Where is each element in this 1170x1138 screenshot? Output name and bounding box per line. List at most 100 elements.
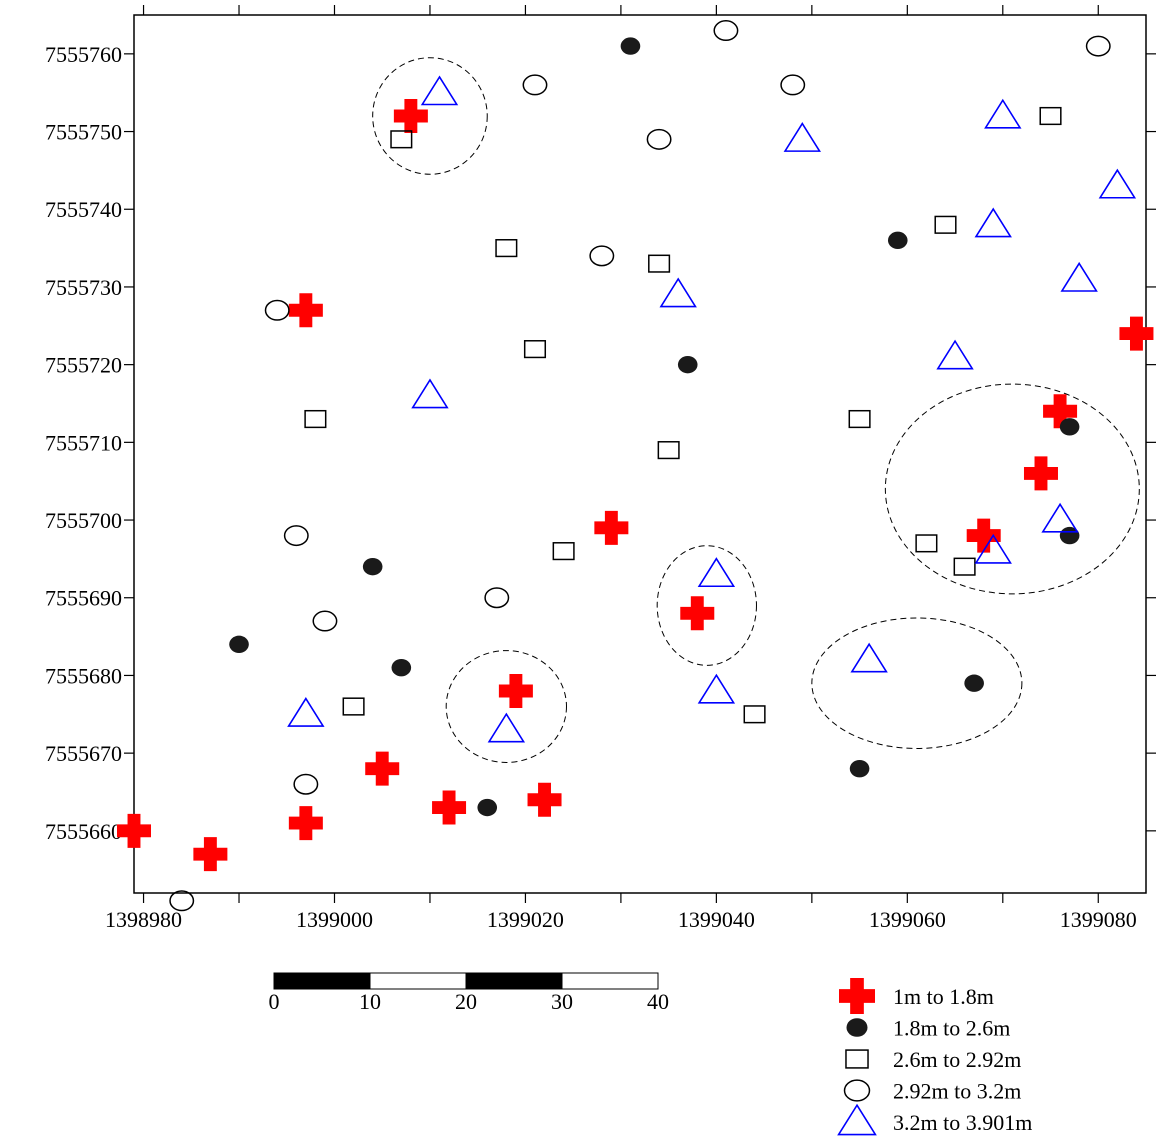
legend-marker-cross — [839, 978, 875, 1014]
data-point-circle — [169, 890, 195, 912]
data-point-triangle — [1098, 168, 1137, 199]
data-point-cross — [680, 596, 715, 631]
data-point-filled-circle — [1059, 418, 1080, 436]
legend: 1m to 1.8m 1.8m to 2.6m 2.6m to 2.92m 2.92m… — [837, 978, 1032, 1136]
data-point-square — [657, 441, 680, 460]
data-point-triangle — [420, 75, 459, 106]
x-tick-label: 1399000 — [296, 907, 373, 932]
y-tick-label: 7555660 — [45, 819, 122, 844]
y-tick-label: 7555750 — [45, 120, 122, 145]
data-point-triangle — [697, 673, 736, 704]
data-point-cross — [1043, 394, 1078, 429]
scale-bar-segment — [561, 972, 659, 990]
data-point-triangle — [936, 339, 974, 370]
x-tick-label: 1399020 — [487, 907, 564, 932]
cluster-ellipse — [811, 617, 1023, 749]
y-tick-label: 7555680 — [45, 663, 122, 688]
scale-bar-label: 20 — [455, 989, 477, 1014]
data-points — [117, 20, 1154, 912]
y-tick-label: 7555720 — [45, 353, 122, 378]
data-point-cross — [527, 782, 562, 817]
cluster-ellipses — [372, 57, 1140, 763]
data-point-cross — [966, 518, 1001, 553]
legend-marker-circle — [843, 1079, 871, 1102]
scale-bar-segment — [465, 972, 563, 990]
data-point-triangle — [697, 557, 736, 588]
data-point-triangle — [974, 533, 1012, 564]
data-point-square — [342, 697, 365, 716]
axes: 1398980 1399000 1399020 1399040 1399060 13990… — [45, 5, 1156, 932]
data-point-circle — [522, 74, 548, 96]
data-point-filled-circle — [362, 557, 383, 576]
data-point-triangle — [287, 697, 325, 727]
y-tick-label: 7555730 — [45, 275, 122, 300]
scale-bar-label: 30 — [551, 989, 573, 1014]
cluster-ellipse — [372, 57, 488, 175]
data-point-cross — [117, 813, 151, 848]
data-point-filled-circle — [849, 760, 870, 778]
data-point-filled-circle — [677, 355, 698, 374]
data-point-circle — [283, 525, 309, 547]
data-point-triangle — [1041, 502, 1079, 533]
scale-bar-label: 40 — [647, 989, 669, 1014]
data-point-filled-circle — [964, 674, 984, 692]
data-point-triangle — [1060, 261, 1098, 292]
data-point-circle — [1085, 35, 1111, 57]
data-point-circle — [589, 245, 615, 267]
data-point-cross — [393, 99, 428, 134]
data-point-triangle — [783, 122, 821, 152]
data-point-circle — [713, 20, 739, 42]
y-tick-label: 7555690 — [45, 586, 122, 611]
data-point-cross — [288, 293, 323, 328]
data-point-circle — [646, 128, 672, 150]
data-point-square — [390, 130, 413, 149]
data-point-filled-circle — [477, 798, 498, 817]
cluster-ellipse — [884, 383, 1140, 595]
data-point-triangle — [487, 712, 526, 743]
legend-label: 1m to 1.8m — [893, 984, 994, 1009]
data-point-triangle — [984, 98, 1022, 129]
data-point-triangle — [411, 378, 449, 409]
data-point-square — [552, 542, 575, 561]
data-point-square — [743, 705, 766, 724]
x-tick-label: 1399040 — [678, 907, 755, 932]
data-point-circle — [312, 610, 338, 632]
data-point-square — [915, 534, 938, 553]
data-point-circle — [780, 74, 806, 96]
data-point-square — [304, 409, 327, 429]
data-point-cross — [498, 673, 533, 708]
legend-marker-square — [845, 1049, 869, 1069]
data-point-filled-circle — [887, 231, 908, 250]
y-tick-label: 7555740 — [45, 197, 122, 222]
y-tick-label: 7555670 — [45, 741, 122, 766]
data-point-triangle — [659, 277, 697, 308]
data-point-cross — [193, 837, 228, 872]
data-point-filled-circle — [391, 658, 412, 677]
legend-marker-filled-circle — [846, 1018, 868, 1037]
x-tick-label: 1398980 — [105, 907, 182, 932]
data-point-triangle — [850, 642, 888, 673]
data-point-cross — [288, 806, 323, 841]
data-point-circle — [264, 299, 290, 321]
legend-marker-triangle — [837, 1103, 877, 1136]
data-point-circle — [293, 773, 319, 795]
legend-label: 1.8m to 2.6m — [893, 1016, 1010, 1041]
data-point-filled-circle — [620, 37, 641, 55]
data-point-square — [1039, 106, 1062, 126]
data-point-triangle — [974, 207, 1012, 238]
x-tick-label: 1399060 — [869, 907, 946, 932]
data-point-square — [648, 254, 671, 273]
plot-frame — [133, 14, 1147, 894]
data-point-cross — [1119, 316, 1154, 351]
legend-label: 3.2m to 3.901m — [893, 1110, 1032, 1135]
data-point-square — [523, 340, 547, 359]
y-tick-label: 7555710 — [45, 430, 122, 455]
scale-bar: 0 10 20 30 40 — [269, 972, 669, 1014]
legend-label: 2.6m to 2.92m — [893, 1047, 1021, 1072]
y-tick-label: 7555760 — [45, 42, 122, 67]
scale-bar-segment — [273, 972, 371, 990]
scale-bar-segment — [369, 972, 467, 990]
data-point-circle — [484, 587, 510, 609]
scale-bar-label: 10 — [359, 989, 381, 1014]
data-point-cross — [1023, 456, 1058, 491]
